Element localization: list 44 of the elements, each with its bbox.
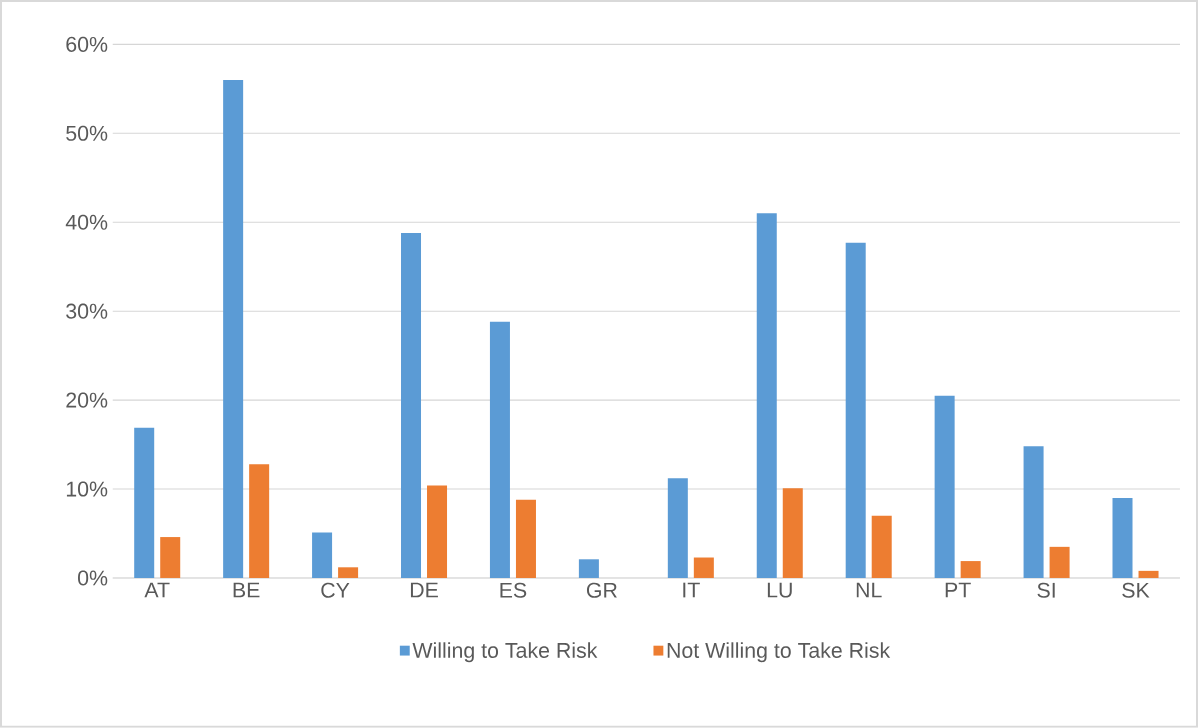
bar (401, 233, 422, 579)
y-tick-label: 50% (66, 125, 108, 141)
x-tick-label: CY (321, 582, 350, 598)
bar (578, 559, 599, 579)
bar (756, 213, 777, 579)
bar (845, 242, 866, 579)
y-tick-label: 60% (66, 36, 108, 53)
x-tick-label: SK (1122, 582, 1150, 598)
y-tick-label: 20% (66, 392, 108, 408)
bar (934, 395, 955, 579)
y-tick-label: 30% (66, 303, 108, 319)
bar (667, 478, 688, 579)
x-tick-label: AT (144, 582, 170, 598)
bar (223, 80, 244, 579)
bar (134, 427, 155, 579)
y-tick-label: 0% (78, 570, 108, 586)
bar (312, 532, 333, 579)
bar (427, 485, 448, 579)
bar (960, 561, 981, 579)
legend-label: Willing to Take Risk (412, 642, 598, 663)
x-tick-label: NL (856, 582, 882, 598)
x-tick-label: BE (233, 582, 260, 598)
bar (515, 499, 536, 579)
bar (693, 557, 714, 579)
bar (249, 464, 270, 579)
bar (338, 567, 359, 579)
bar (1112, 498, 1133, 579)
x-tick-label: DE (410, 582, 438, 598)
bar (1023, 446, 1044, 579)
x-tick-label: PT (945, 582, 971, 598)
x-tick-label: GR (586, 582, 617, 598)
bar (1138, 571, 1159, 579)
y-tick-label: 10% (66, 481, 108, 497)
bar (160, 537, 181, 579)
x-tick-label: ES (500, 582, 527, 598)
x-tick-label: LU (767, 582, 792, 598)
bar (489, 321, 510, 579)
bar (871, 515, 892, 579)
x-tick-label: SI (1037, 582, 1055, 598)
bar (1049, 546, 1070, 579)
x-tick-label: IT (683, 582, 700, 598)
bar (782, 488, 803, 579)
y-tick-label: 40% (65, 214, 108, 230)
legend-label: Not Willing to Take Risk (667, 642, 891, 663)
